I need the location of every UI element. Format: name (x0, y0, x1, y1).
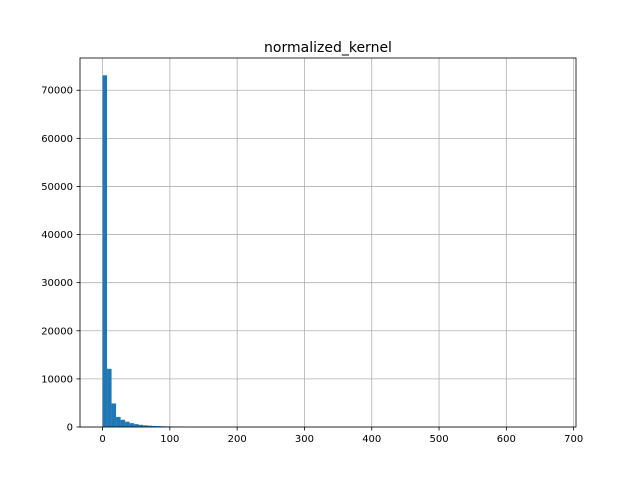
y-tick-label: 10000 (41, 374, 73, 385)
x-tick-label: 600 (497, 434, 516, 445)
histogram-bar (120, 419, 126, 427)
plot-frame (79, 57, 577, 428)
histogram-bar (102, 75, 108, 427)
histogram-bar (138, 424, 144, 427)
histogram-bar (116, 416, 121, 427)
y-tick-label: 0 (67, 423, 73, 434)
y-tick-label: 20000 (41, 326, 73, 337)
x-tick-label: 200 (228, 434, 247, 445)
x-tick-label: 300 (295, 434, 314, 445)
x-tick-label: 400 (362, 434, 381, 445)
histogram-bar (134, 424, 139, 427)
x-tick-label: 500 (429, 434, 448, 445)
x-tick-label: 100 (160, 434, 179, 445)
histogram-bar (147, 425, 153, 427)
histogram-bar (111, 403, 117, 427)
histogram-bar (156, 426, 162, 427)
histogram-bar (152, 425, 157, 427)
y-tick-label: 30000 (41, 278, 73, 289)
y-axis-ticks: 0 10000 20000 30000 40000 50000 60000 70000 (41, 86, 80, 434)
y-tick-label: 50000 (41, 182, 73, 193)
histogram-bar (125, 421, 130, 427)
y-tick-label: 70000 (41, 86, 73, 97)
x-axis-ticks: 0 100 200 300 400 500 600 700 (99, 427, 583, 445)
x-tick-label: 0 (99, 434, 105, 445)
y-tick-label: 40000 (41, 230, 73, 241)
histogram-bar (107, 368, 112, 427)
histogram-bar (143, 425, 148, 427)
x-tick-label: 700 (564, 434, 583, 445)
y-tick-label: 60000 (41, 134, 73, 145)
histogram-bar (129, 423, 135, 427)
grid-lines (80, 58, 576, 428)
chart-title: normalized_kernel (264, 40, 392, 56)
histogram-bars (102, 75, 216, 427)
